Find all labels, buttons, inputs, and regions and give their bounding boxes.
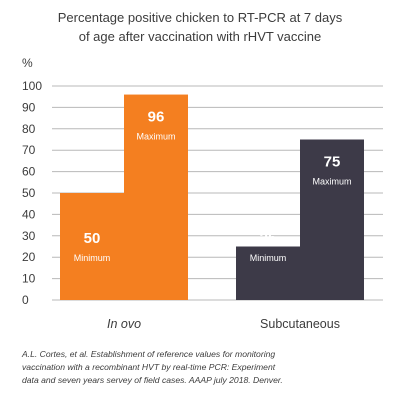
y-tick-label-20: 20 (22, 250, 36, 264)
bar-value-label-1-0: 25 (260, 230, 277, 247)
y-tick-label-60: 60 (22, 165, 36, 179)
citation-line-2: vaccination with a recombinant HVT by re… (22, 362, 276, 372)
bar-value-label-0-0: 50 (84, 230, 101, 247)
bar-note-label-1-1: Maximum (312, 177, 351, 187)
bar-note-label-0-0: Minimum (74, 253, 111, 263)
chart-title-line-1: Percentage positive chicken to RT-PCR at… (58, 10, 343, 25)
category-label-0: In ovo (107, 317, 141, 331)
y-tick-label-40: 40 (22, 207, 36, 221)
y-tick-label-50: 50 (22, 186, 36, 200)
y-tick-label-30: 30 (22, 229, 36, 243)
bar-value-label-1-1: 75 (324, 154, 341, 171)
y-tick-label-100: 100 (22, 79, 42, 93)
citation-line-1: A.L. Cortes, et al. Establishment of ref… (21, 349, 275, 359)
bars: 50 Minimum 96 Maximum 25 Minimum 75 Maximum (60, 94, 364, 300)
y-tick-label-80: 80 (22, 122, 36, 136)
chart-title-line-2: of age after vaccination with rHVT vacci… (79, 29, 322, 44)
y-tick-label-70: 70 (22, 143, 36, 157)
bar-note-label-1-0: Minimum (250, 253, 287, 263)
y-tick-label-10: 10 (22, 272, 36, 286)
citation-line-3: data and seven years servey of field cas… (22, 375, 283, 385)
y-tick-label-90: 90 (22, 100, 36, 114)
y-tick-label-0: 0 (22, 293, 29, 307)
category-label-1: Subcutaneous (260, 317, 340, 331)
bar-1-1 (300, 139, 364, 300)
y-axis-unit: % (22, 56, 33, 70)
bar-note-label-0-1: Maximum (136, 132, 175, 142)
bar-0-1 (124, 94, 188, 300)
category-labels: In ovo Subcutaneous (107, 317, 340, 331)
bar-value-label-0-1: 96 (148, 109, 165, 126)
bar-0-0 (60, 193, 124, 300)
bar-1-0 (236, 246, 300, 300)
